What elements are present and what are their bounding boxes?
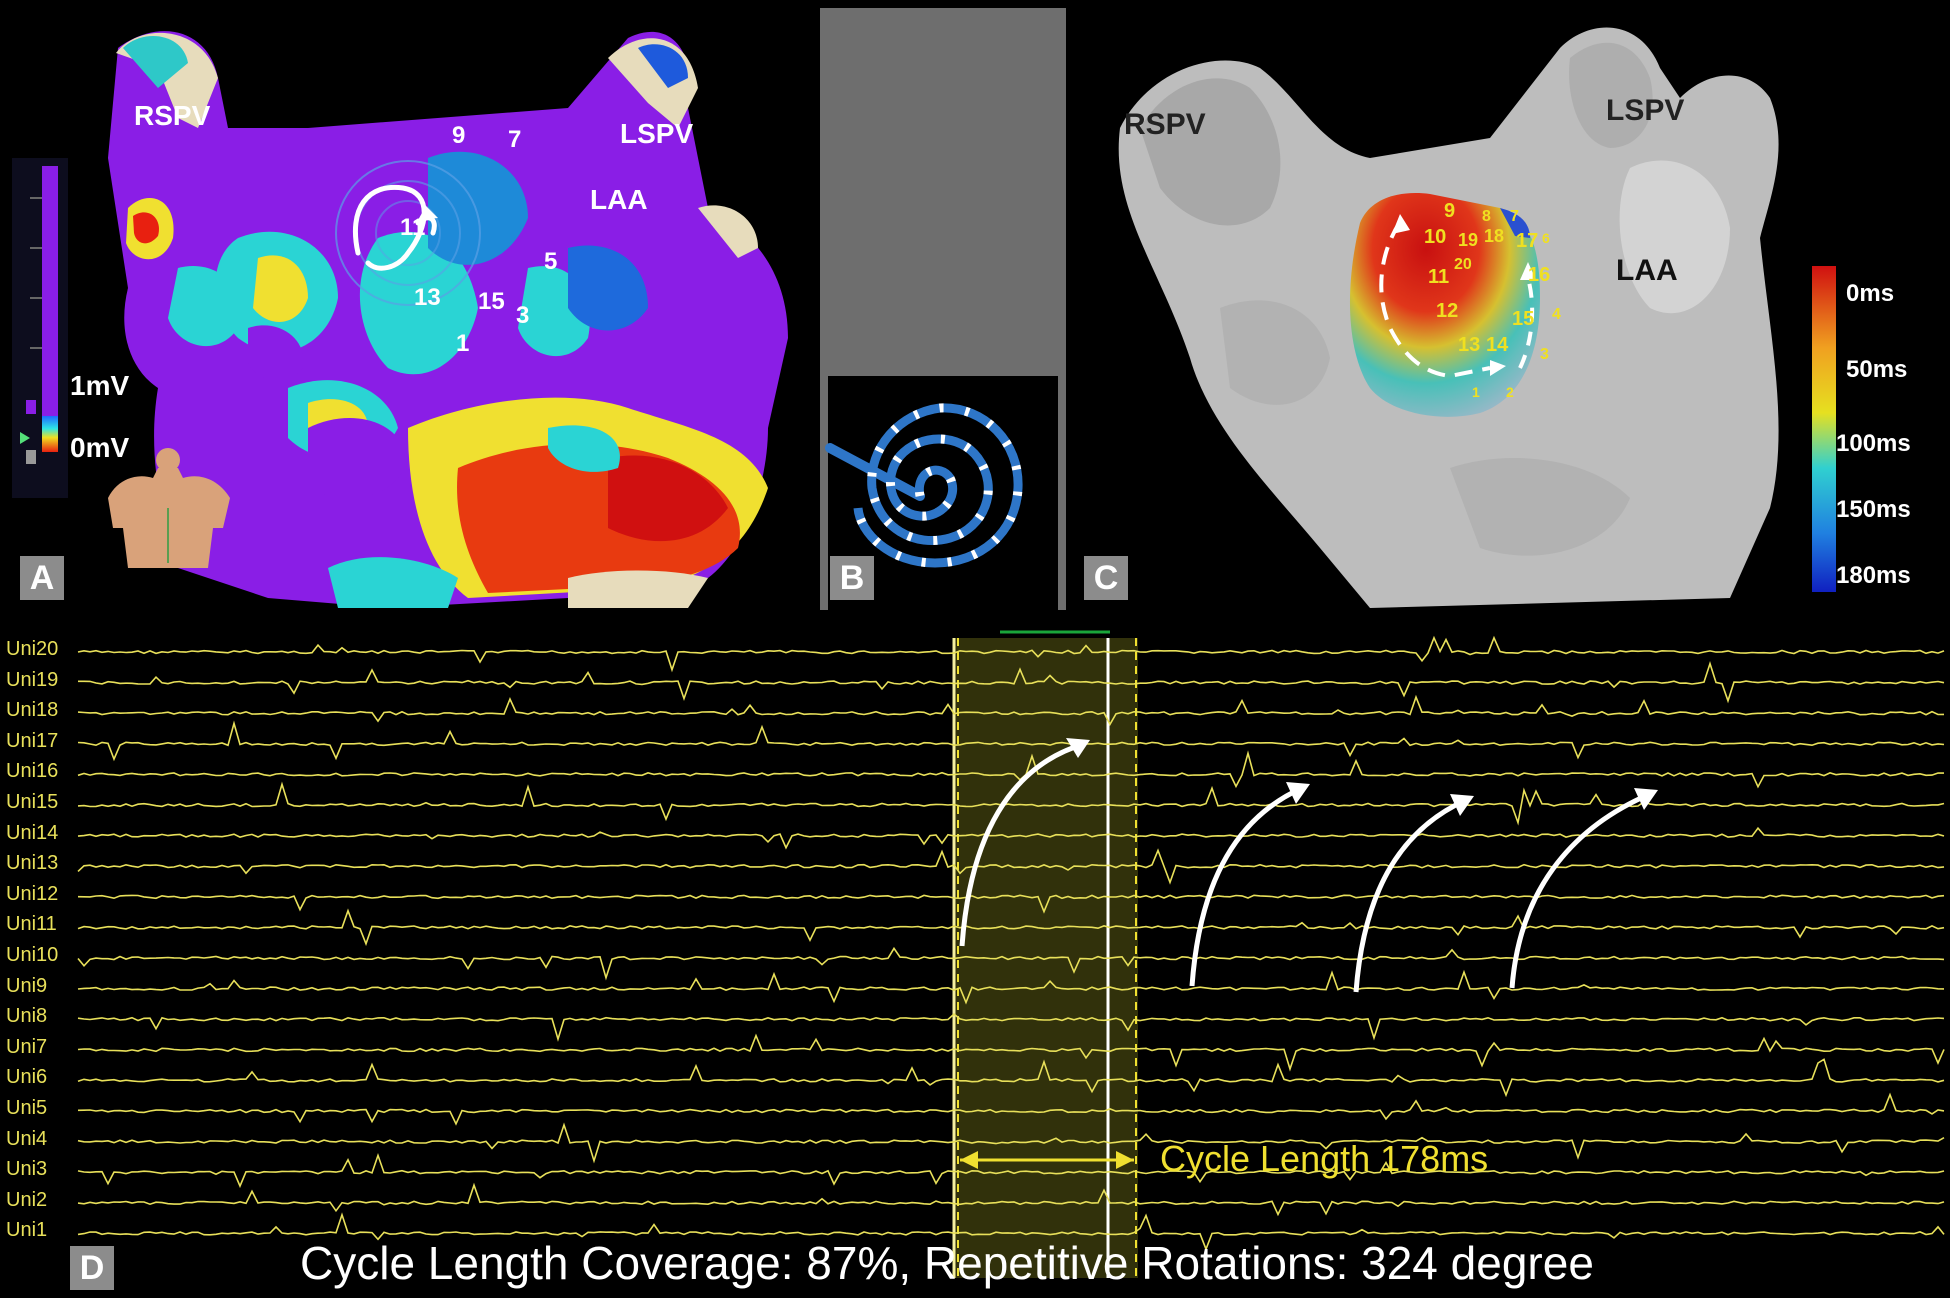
trace-uni6 (77, 1058, 1945, 1098)
channel-label: Uni3 (6, 1158, 48, 1181)
trace-uni17 (77, 720, 1945, 762)
channel-label: Uni18 (6, 699, 59, 722)
panel-b-spiral-catheter (825, 403, 1023, 568)
panel-a-rspv-label: RSPV (134, 100, 211, 131)
panel-a: RSPV LSPV LAA 9 7 11 5 13 15 3 1 1mV 0mV… (8, 8, 816, 610)
panel-a-electrode-label: 11 (400, 214, 426, 241)
panel-d: Uni20 Uni19 Uni18 Uni17 Uni16 Uni15 Uni14 Uni13… (0, 616, 1950, 1298)
trace-uni10 (77, 946, 1945, 981)
channel-label: Uni10 (6, 944, 59, 966)
channel-label: Uni2 (6, 1188, 48, 1211)
trace-uni13 (77, 848, 1945, 885)
panel-c-lspv-label: LSPV (1606, 94, 1685, 127)
channel-label: Uni4 (6, 1127, 48, 1150)
channel-label: Uni19 (6, 668, 59, 691)
panel-c-legend-label: 180ms (1836, 562, 1911, 589)
panel-c-activation-map (1118, 27, 1836, 609)
trace-uni20 (77, 635, 1945, 673)
channel-label: Uni13 (6, 852, 59, 875)
panel-a-letter: A (20, 556, 64, 600)
trace-uni3 (77, 1152, 1945, 1189)
trace-uni8 (77, 1013, 1945, 1042)
panel-c-electrode-label: 20 (1454, 256, 1472, 273)
channel-label: Uni14 (6, 821, 59, 844)
panel-c-letter: C (1084, 556, 1128, 600)
panel-c-electrode-label: 10 (1424, 226, 1447, 248)
panel-d-letter: D (70, 1246, 114, 1290)
cycle-length-label: Cycle Length 178ms (1160, 1138, 1489, 1179)
panel-c-electrode-label: 14 (1486, 334, 1509, 356)
panel-c-legend-label: 150ms (1836, 496, 1911, 523)
panel-c-legend-label: 0ms (1846, 280, 1895, 307)
panel-d-electrogram (77, 630, 1945, 1278)
trace-uni2 (77, 1182, 1945, 1217)
panel-c-electrode-label: 2 (1506, 384, 1514, 400)
trace-uni4 (77, 1122, 1945, 1164)
panel-a-electrode-label: 15 (478, 288, 505, 315)
panel-a-electrode-label: 3 (516, 302, 530, 329)
channel-label: Uni9 (6, 974, 48, 997)
trace-uni18 (77, 694, 1945, 726)
channel-label: Uni8 (6, 1005, 48, 1028)
panel-c-rspv-label: RSPV (1124, 108, 1206, 141)
panel-c: RSPV LSPV LAA 9 8 7 10 19 18 17 6 11 20 … (1070, 8, 1942, 610)
channel-label: Uni1 (6, 1219, 48, 1242)
panel-a-electrode-label: 1 (456, 330, 470, 357)
panel-a-electrode-label: 5 (544, 248, 558, 275)
panel-c-electrode-label: 17 (1516, 230, 1539, 252)
trace-uni1 (77, 1212, 1945, 1252)
trace-uni11 (77, 908, 1945, 947)
channel-label: Uni20 (6, 638, 59, 660)
panel-c-laa-label: LAA (1616, 254, 1678, 287)
panel-c-electrode-label: 12 (1436, 300, 1459, 322)
panel-c-electrode-label: 3 (1540, 346, 1549, 363)
panel-c-electrode-label: 8 (1482, 208, 1491, 225)
panel-c-legend-label: 100ms (1836, 430, 1911, 457)
panel-c-electrode-label: 4 (1552, 306, 1561, 323)
channel-label: Uni12 (6, 882, 59, 905)
trace-uni14 (77, 826, 1945, 850)
panel-a-laa-label: LAA (590, 184, 648, 215)
trace-uni19 (78, 660, 1945, 704)
trace-uni16 (77, 750, 1945, 789)
panel-c-electrode-label: 15 (1512, 308, 1535, 330)
channel-label: Uni16 (6, 760, 59, 783)
panel-a-scale-bottom-label: 0mV (70, 432, 130, 463)
channel-label: Uni17 (6, 729, 59, 752)
panel-a-voltage-map (12, 31, 788, 608)
panel-a-electrode-label: 7 (508, 126, 522, 153)
panel-c-electrode-label: 7 (1510, 208, 1519, 225)
panel-c-electrode-label: 1 (1472, 384, 1480, 400)
trace-uni9 (77, 969, 1945, 1005)
panel-a-electrode-label: 13 (414, 284, 441, 311)
panel-b-letter: B (830, 556, 874, 600)
trace-uni15 (77, 781, 1945, 826)
panel-c-electrode-label: 16 (1528, 264, 1551, 286)
panel-c-electrode-label: 19 (1458, 230, 1479, 250)
panel-c-electrode-label: 6 (1542, 230, 1550, 246)
channel-label: Uni6 (6, 1066, 48, 1089)
trace-uni7 (77, 1033, 1945, 1072)
panel-c-electrode-label: 18 (1484, 226, 1505, 246)
channel-label: Uni15 (6, 791, 59, 813)
panel-c-electrode-label: 11 (1428, 266, 1450, 288)
channel-label: Uni11 (6, 913, 57, 936)
panel-b: B (820, 8, 1066, 610)
trace-uni5 (77, 1092, 1945, 1126)
panel-c-electrode-label: 13 (1458, 334, 1481, 356)
channel-label: Uni5 (6, 1097, 48, 1119)
panel-a-lspv-label: LSPV (620, 118, 694, 149)
panel-a-electrode-label: 9 (452, 122, 466, 149)
panel-c-legend-label: 50ms (1846, 356, 1908, 383)
panel-a-scale-top-label: 1mV (70, 370, 130, 401)
summary-caption: Cycle Length Coverage: 87%, Repetitive R… (300, 1237, 1594, 1289)
panel-c-electrode-label: 9 (1444, 200, 1456, 222)
channel-label: Uni7 (6, 1035, 48, 1058)
trace-uni12 (77, 894, 1945, 914)
